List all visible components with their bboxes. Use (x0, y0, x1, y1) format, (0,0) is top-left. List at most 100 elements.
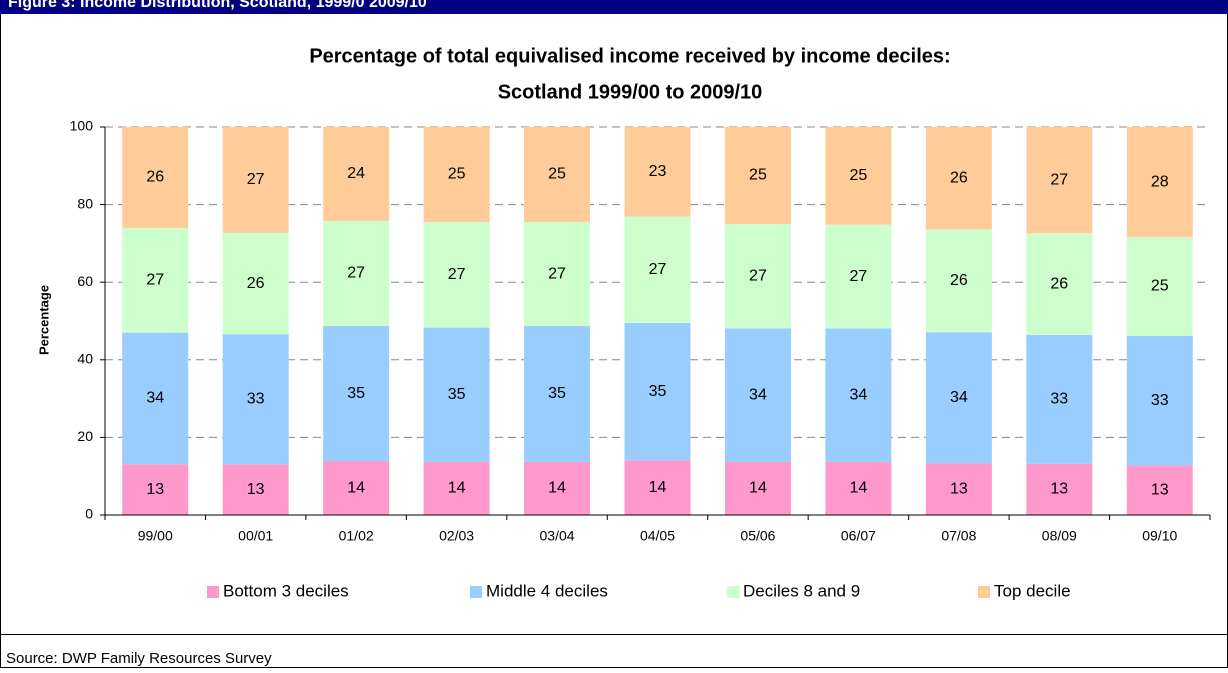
x-tick-label: 07/08 (941, 528, 976, 544)
x-tick-label: 06/07 (841, 528, 876, 544)
data-label: 28 (1151, 173, 1169, 190)
bar-segment (1126, 335, 1193, 466)
data-label: 27 (548, 265, 566, 282)
chart-subtitle: Scotland 1999/00 to 2009/10 (498, 81, 763, 103)
data-label: 26 (1050, 275, 1068, 292)
data-label: 27 (749, 267, 767, 284)
data-label: 35 (649, 383, 667, 400)
bar-segment (724, 127, 791, 224)
data-label: 35 (448, 386, 466, 403)
data-label: 35 (347, 385, 365, 402)
y-axis-label: Percentage (36, 285, 51, 355)
y-tick-label: 40 (77, 351, 93, 367)
bar-segment (624, 127, 691, 217)
x-tick-label: 09/10 (1142, 528, 1177, 544)
data-label: 13 (1151, 481, 1169, 498)
data-label: 23 (649, 163, 667, 180)
x-tick-label: 05/06 (740, 528, 775, 544)
bar-segment (423, 327, 490, 462)
legend-label: Top decile (994, 581, 1071, 600)
bar-segment (724, 224, 791, 329)
bar-segment (524, 222, 591, 327)
bar-segment (1126, 237, 1193, 336)
data-label: 34 (850, 386, 868, 403)
bar-segment (1026, 233, 1093, 335)
legend-swatch (978, 586, 990, 598)
data-label: 14 (448, 480, 466, 497)
data-label: 27 (1050, 171, 1068, 188)
bar-segment (1026, 334, 1093, 464)
chart-title: Percentage of total equivalised income r… (309, 45, 950, 67)
bar-segment (524, 127, 591, 223)
data-label: 27 (247, 171, 265, 188)
x-tick-label: 00/01 (238, 528, 273, 544)
data-label: 33 (1151, 392, 1169, 409)
data-label: 35 (548, 385, 566, 402)
bar-segment (122, 227, 189, 333)
bar-segment (423, 222, 490, 328)
bar-segment (624, 216, 691, 323)
data-label: 27 (146, 271, 164, 288)
source-note: Source: DWP Family Resources Survey (6, 650, 272, 667)
bar-segment (925, 332, 992, 464)
bar-segment (323, 220, 390, 327)
bar-segment (825, 127, 892, 225)
bar-segment (1026, 127, 1093, 234)
y-tick-label: 20 (77, 428, 93, 444)
data-label: 24 (347, 165, 365, 182)
bar-segment (222, 334, 289, 465)
data-label: 13 (247, 481, 265, 498)
data-label: 14 (347, 479, 365, 496)
y-tick-label: 80 (77, 195, 93, 211)
data-label: 26 (247, 275, 265, 292)
data-label: 34 (749, 386, 767, 403)
data-label: 25 (548, 166, 566, 183)
y-tick-label: 100 (70, 118, 94, 134)
bar-segment (122, 127, 189, 228)
bar-segment (524, 326, 591, 462)
data-label: 25 (448, 166, 466, 183)
legend-label: Deciles 8 and 9 (743, 581, 860, 600)
data-label: 13 (1050, 481, 1068, 498)
bar-segment (925, 463, 992, 515)
x-tick-label: 08/09 (1042, 528, 1077, 544)
bar-segment (825, 224, 892, 329)
data-label: 25 (1151, 278, 1169, 295)
data-label: 13 (146, 481, 164, 498)
bar-segment (624, 460, 691, 515)
data-label: 14 (649, 479, 667, 496)
header-title: Figure 3: Income Distribution, Scotland,… (8, 0, 427, 11)
data-label: 14 (749, 480, 767, 497)
data-label: 34 (950, 389, 968, 406)
bar-segment (1026, 463, 1093, 515)
data-label: 27 (347, 265, 365, 282)
bar-segment (724, 461, 791, 515)
bar-segment (825, 328, 892, 462)
bar-segment (222, 464, 289, 515)
bar-segment (122, 464, 189, 515)
bar-segment (1126, 127, 1193, 238)
bar-segment (825, 461, 892, 515)
bar-segment (423, 461, 490, 515)
x-tick-label: 02/03 (439, 528, 474, 544)
bar-segment (724, 328, 791, 462)
bar-segment (925, 229, 992, 333)
bar-segment (323, 461, 390, 515)
data-label: 25 (850, 167, 868, 184)
data-label: 33 (247, 390, 265, 407)
data-label: 27 (850, 268, 868, 285)
bar-segment (624, 322, 691, 461)
bar-segment (423, 127, 490, 223)
bar-segment (122, 332, 189, 465)
bar-segment (323, 326, 390, 462)
data-label: 33 (1050, 391, 1068, 408)
bar-segment (222, 232, 289, 335)
legend-swatch (727, 586, 739, 598)
data-label: 13 (950, 480, 968, 497)
legend-swatch (470, 586, 482, 598)
x-tick-label: 99/00 (138, 528, 173, 544)
legend-label: Middle 4 deciles (486, 581, 608, 600)
y-tick-label: 60 (77, 273, 93, 289)
